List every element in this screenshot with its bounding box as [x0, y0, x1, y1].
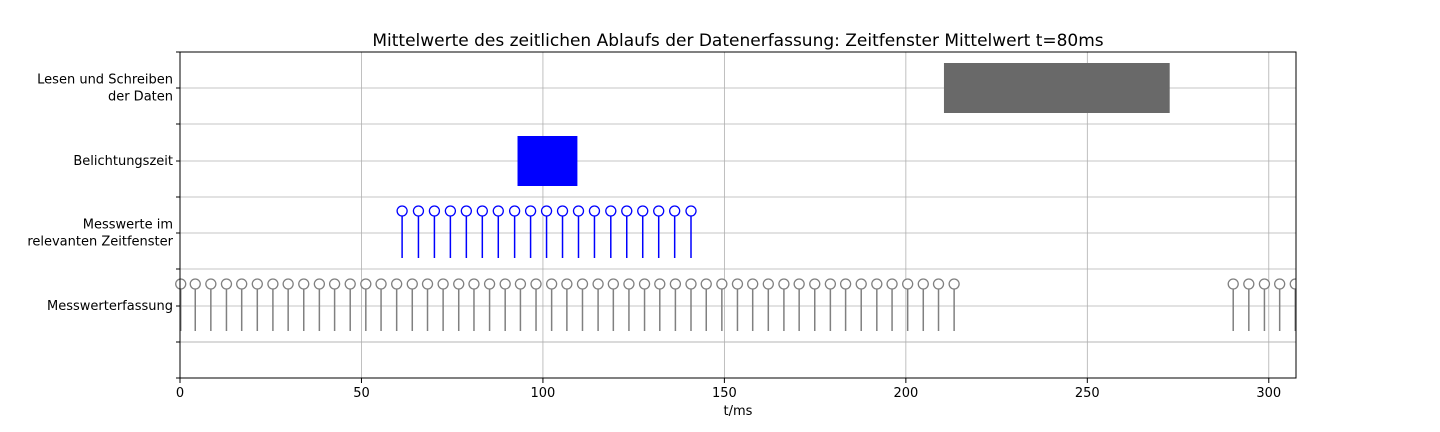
- stem-marker: [1227, 278, 1239, 290]
- stem-marker: [592, 278, 604, 290]
- stem-marker: [524, 205, 537, 217]
- stem-marker: [669, 205, 681, 217]
- stem-marker: [391, 278, 403, 290]
- stem-marker: [437, 278, 449, 290]
- y-row-label: Messwerterfassung: [47, 299, 173, 314]
- stem-marker: [871, 278, 883, 290]
- plot-frame: [179, 51, 1297, 379]
- stem-marker: [251, 278, 263, 290]
- stem-marker: [375, 278, 387, 290]
- duration-bar: [943, 63, 1170, 113]
- stem-marker: [220, 278, 233, 290]
- stem-marker: [855, 278, 867, 290]
- stem-marker: [1289, 278, 1296, 290]
- x-tick-label: 250: [1075, 386, 1100, 401]
- stem-marker: [476, 205, 488, 217]
- stem-marker: [669, 278, 682, 290]
- bars: [517, 63, 1170, 186]
- stem-marker: [762, 278, 774, 290]
- stem-marker: [1243, 278, 1255, 290]
- stem-marker: [607, 278, 619, 290]
- stem-marker: [444, 205, 457, 217]
- stem-marker: [421, 278, 434, 290]
- x-axis: 0 50 100 150 200 250 300: [176, 378, 1281, 401]
- y-axis: Lesen und Schreiben der Daten Belichtungs…: [27, 51, 180, 379]
- stem-marker: [948, 278, 960, 290]
- x-tick-label: 300: [1256, 386, 1281, 401]
- stem-marker: [453, 278, 465, 290]
- stem-marker: [556, 205, 569, 217]
- y-row-label: Belichtungszeit: [73, 154, 173, 169]
- y-row-label: der Daten: [108, 90, 173, 105]
- chart-title: Mittelwerte des zeitlichen Ablaufs der D…: [372, 31, 1103, 51]
- stem-marker: [685, 205, 697, 217]
- stem-marker: [313, 278, 326, 290]
- stem-marker: [460, 205, 472, 217]
- x-tick-label: 50: [353, 386, 370, 401]
- x-tick-label: 200: [893, 386, 918, 401]
- stem-marker: [623, 278, 635, 290]
- stem-series: [175, 205, 1296, 331]
- stem-marker: [917, 278, 929, 290]
- stem-marker: [886, 278, 898, 290]
- y-row-label: Lesen und Schreiben: [37, 73, 173, 88]
- stem-marker: [572, 205, 585, 217]
- stem-marker: [514, 278, 527, 290]
- stem-marker: [793, 278, 805, 290]
- stem-marker: [685, 278, 697, 290]
- stem-marker: [298, 278, 310, 290]
- y-row-label: Messwerte im: [83, 218, 173, 233]
- stem-marker: [412, 205, 425, 217]
- stem-marker: [638, 278, 651, 290]
- stem-marker: [576, 278, 589, 290]
- x-tick-label: 150: [712, 386, 737, 401]
- stem-marker: [267, 278, 279, 290]
- stem-marker: [1274, 278, 1286, 290]
- x-tick-label: 100: [531, 386, 556, 401]
- stem-marker: [428, 205, 441, 217]
- x-tick-label: 0: [176, 386, 184, 401]
- stem-marker: [396, 205, 408, 217]
- stem-marker: [902, 278, 914, 290]
- stem-marker: [839, 278, 852, 290]
- stem-marker: [809, 278, 821, 290]
- stem-marker: [189, 278, 201, 290]
- stem-marker: [561, 278, 573, 290]
- stem-marker: [778, 278, 790, 290]
- stem-marker: [175, 278, 187, 290]
- stem-marker: [747, 278, 759, 290]
- stem-marker: [932, 278, 945, 290]
- stem-marker: [700, 278, 712, 290]
- stem-marker: [360, 278, 372, 290]
- stem-marker: [540, 205, 553, 217]
- stem-marker: [545, 278, 558, 290]
- stem-marker: [588, 205, 601, 217]
- stem-marker: [653, 205, 665, 217]
- y-row-label: relevanten Zeitfenster: [27, 235, 173, 250]
- stem-marker: [508, 205, 521, 217]
- stem-marker: [637, 205, 649, 217]
- stem-marker: [483, 278, 496, 290]
- stem-marker: [499, 278, 511, 290]
- stem-marker: [716, 278, 728, 290]
- stem-marker: [731, 278, 744, 290]
- stem-marker: [205, 278, 217, 290]
- x-axis-label: t/ms: [724, 404, 753, 419]
- stem-marker: [605, 205, 617, 217]
- stem-marker: [1258, 278, 1271, 290]
- duration-bar: [517, 136, 578, 186]
- stem-marker: [282, 278, 294, 290]
- stem-marker: [492, 205, 504, 217]
- stem-marker: [406, 278, 418, 290]
- stem-marker: [654, 278, 666, 290]
- stem-marker: [530, 278, 542, 290]
- stem-marker: [236, 278, 248, 290]
- stem-marker: [824, 278, 837, 290]
- stem-marker: [344, 278, 356, 290]
- stem-marker: [621, 205, 633, 217]
- stem-marker: [468, 278, 480, 290]
- stem-marker: [328, 278, 341, 290]
